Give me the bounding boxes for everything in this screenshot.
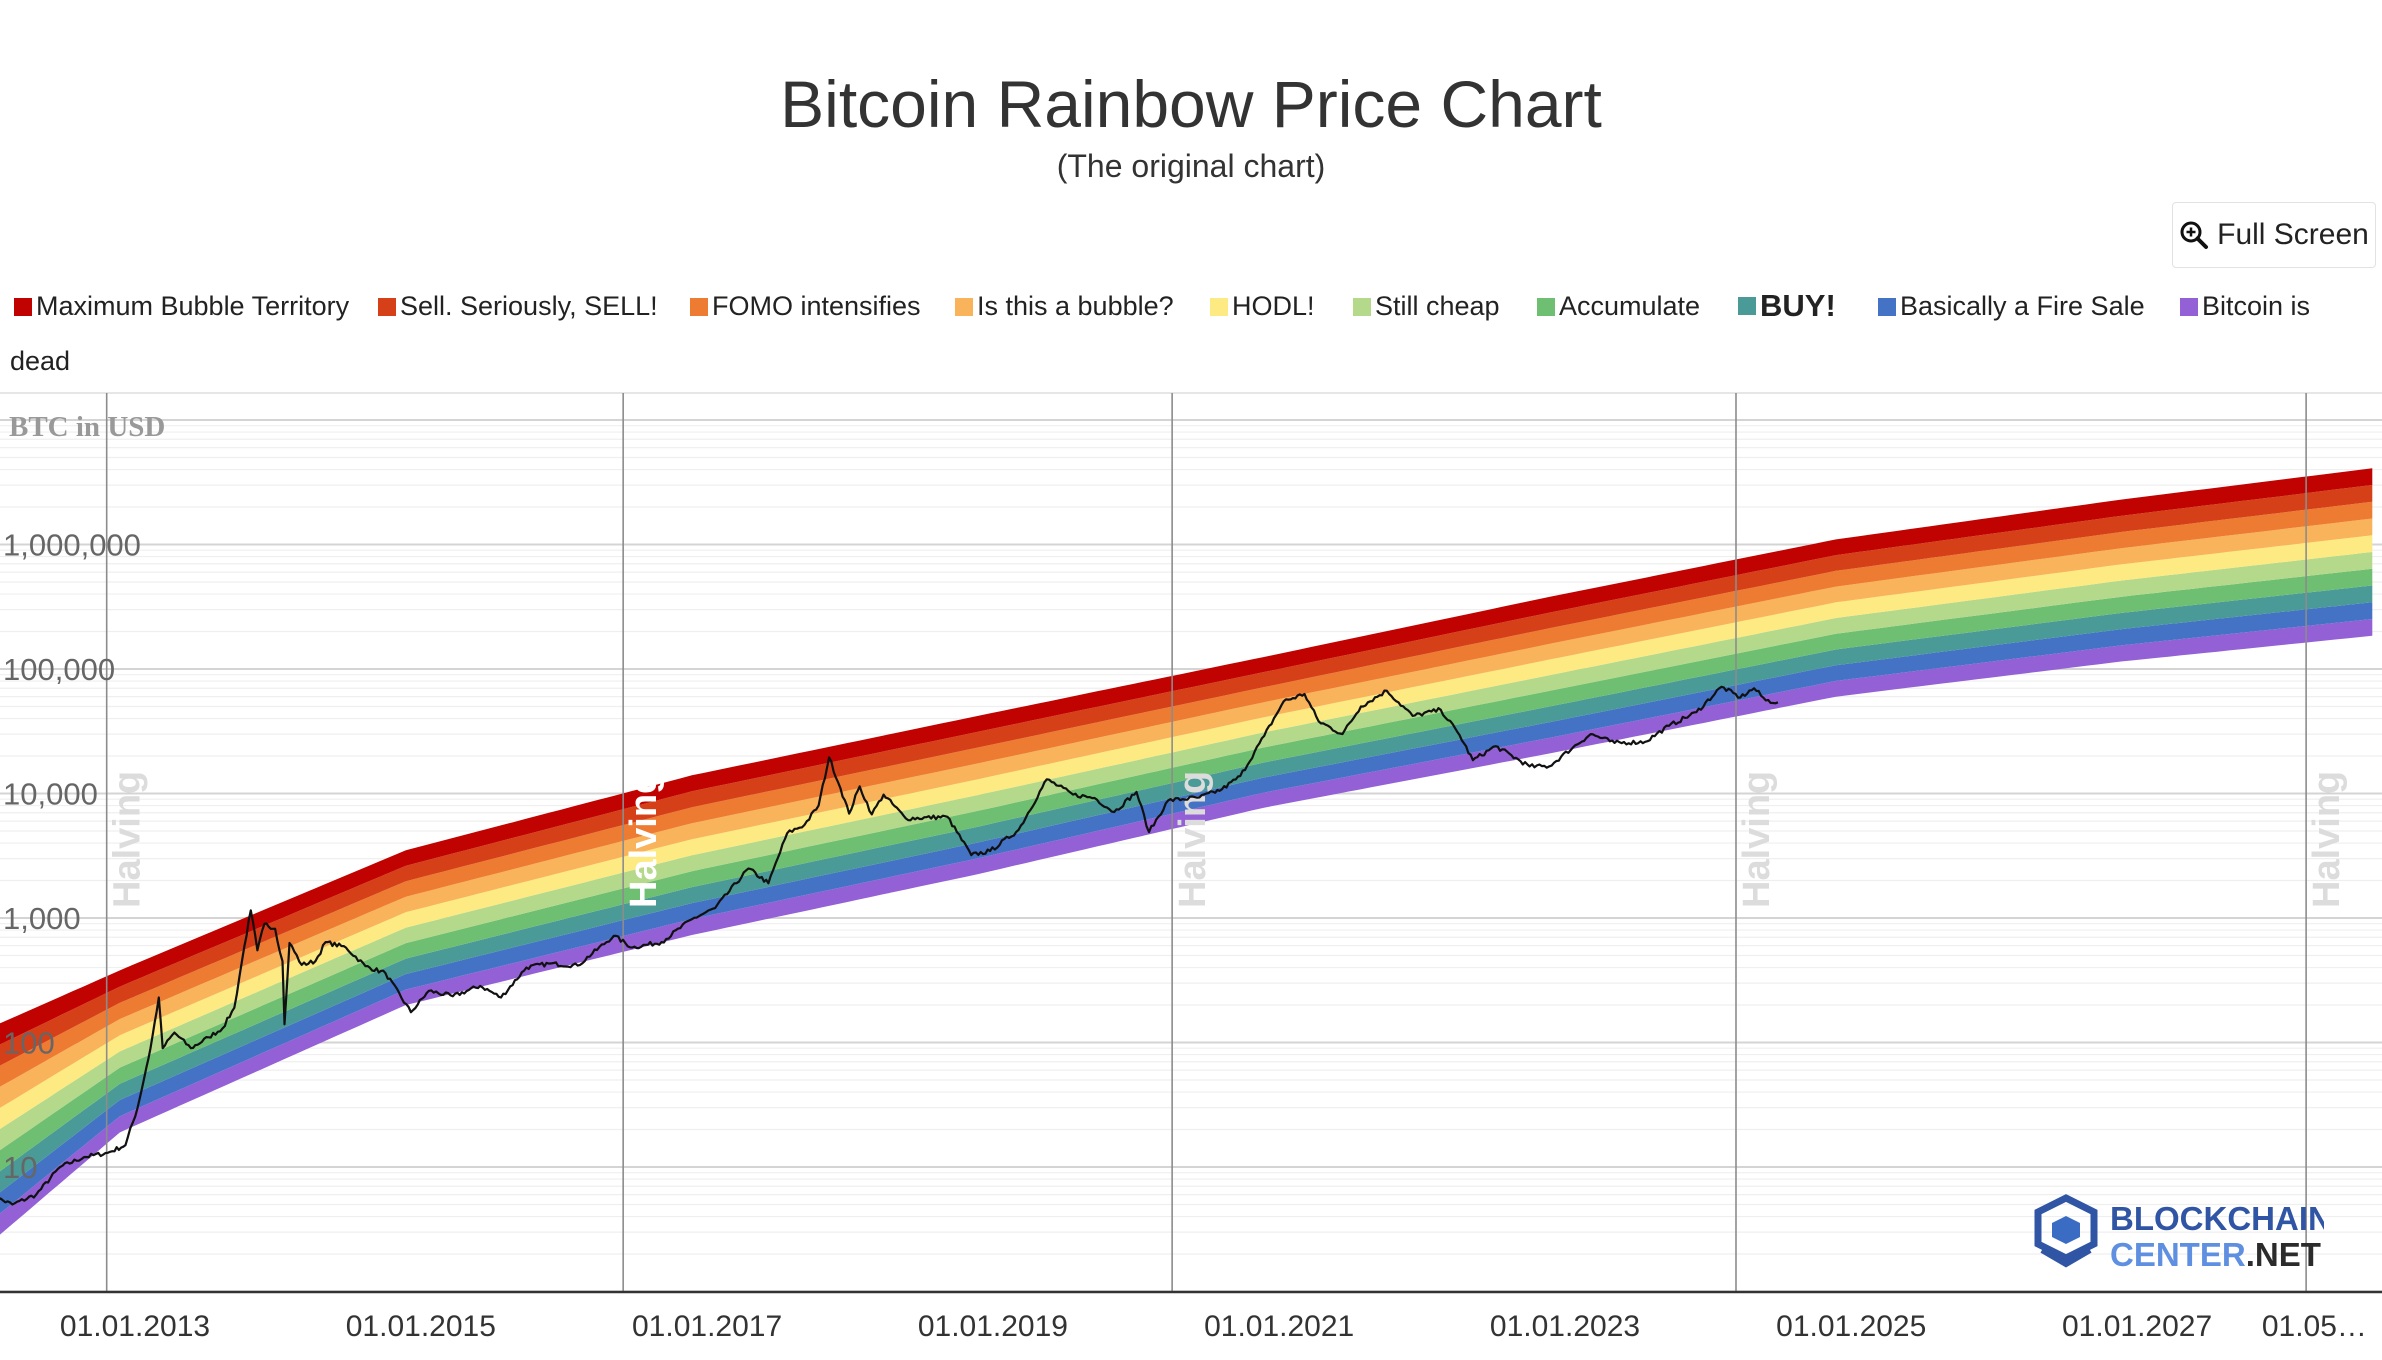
x-tick-label: 01.01.2021 <box>1204 1310 1354 1343</box>
legend-item-9[interactable]: Bitcoin is <box>2180 291 2310 322</box>
legend-label: Sell. Seriously, SELL! <box>400 291 658 321</box>
legend-item-7[interactable]: BUY! <box>1738 288 1836 324</box>
price-series <box>0 685 1779 1206</box>
legend-swatch <box>690 297 708 316</box>
logo-text-center: CENTER <box>2110 1236 2246 1273</box>
y-tick-label: 1,000,000 <box>3 528 141 563</box>
legend-swatch <box>1738 297 1756 315</box>
legend-item-8[interactable]: Basically a Fire Sale <box>1878 291 2145 322</box>
legend-swatch <box>1878 297 1896 316</box>
halving-label: Halving <box>1172 771 1214 908</box>
legend-item-3[interactable]: Is this a bubble? <box>955 291 1174 322</box>
chart-subtitle: (The original chart) <box>1056 148 1326 184</box>
x-tick-label: 01.01.2027 <box>2062 1310 2212 1343</box>
legend-label: BUY! <box>1760 288 1836 323</box>
logo-text-line1: BLOCKCHAIN <box>2110 1200 2324 1237</box>
legend-item-6[interactable]: Accumulate <box>1537 291 1700 322</box>
legend-label: Accumulate <box>1559 291 1701 321</box>
legend-swatch <box>1537 297 1555 316</box>
legend-item-2[interactable]: FOMO intensifies <box>690 291 921 322</box>
legend-swatch <box>1210 297 1228 316</box>
btc-price-line <box>0 685 1779 1206</box>
chart-title: Bitcoin Rainbow Price Chart <box>780 67 1602 141</box>
x-tick-label: 01.01.2023 <box>1490 1310 1640 1343</box>
legend-item-5[interactable]: Still cheap <box>1353 291 1500 322</box>
y-tick-label: 10,000 <box>3 777 98 812</box>
x-tick-label: 01.01.2013 <box>60 1310 210 1343</box>
y-axis: 1,000,000 100,000 10,000 1,000 100 10 <box>3 528 141 1186</box>
y-axis-label: BTC in USD <box>9 411 165 443</box>
legend-swatch <box>378 297 396 316</box>
legend-label: Maximum Bubble Territory <box>36 291 350 321</box>
legend-swatch <box>955 297 973 316</box>
y-tick-label: 100 <box>3 1026 55 1061</box>
y-tick-label: 100,000 <box>3 652 115 687</box>
x-tick-label: 01.01.2019 <box>918 1310 1068 1343</box>
legend-label: Bitcoin is <box>2202 291 2311 321</box>
legend-item-0[interactable]: Maximum Bubble Territory <box>14 291 349 322</box>
legend-item-1[interactable]: Sell. Seriously, SELL! <box>378 291 658 322</box>
legend-swatch <box>1353 297 1371 316</box>
y-tick-label: 1,000 <box>3 901 81 936</box>
y-tick-label: 10 <box>3 1150 37 1185</box>
legend-label: Still cheap <box>1375 291 1500 321</box>
zoom-in-icon <box>2180 221 2209 249</box>
full-screen-label: Full Screen <box>2217 218 2369 251</box>
legend-label: HODL! <box>1232 291 1315 321</box>
halving-label: Halving <box>623 771 665 908</box>
halving-label: Halving <box>107 771 149 908</box>
blockchaincenter-logo: BLOCKCHAIN CENTER.NET <box>2034 1194 2324 1273</box>
logo-text-line2: CENTER.NET <box>2110 1236 2321 1273</box>
legend-label: Basically a Fire Sale <box>1900 291 2145 321</box>
legend-label: FOMO intensifies <box>712 291 921 321</box>
x-tick-label: 01.01.2015 <box>346 1310 496 1343</box>
halving-label: Halving <box>2306 771 2348 908</box>
legend-label: Is this a bubble? <box>977 291 1174 321</box>
legend-item-4[interactable]: HODL! <box>1210 291 1315 322</box>
legend-swatch <box>2180 297 2198 316</box>
x-tick-label: 01.01.2017 <box>632 1310 782 1343</box>
halving-label: Halving <box>1736 771 1778 908</box>
cube-logo-icon <box>2034 1194 2098 1268</box>
legend-swatch <box>14 297 32 316</box>
x-axis: 01.01.2013 01.01.2015 01.01.2017 01.01.2019… <box>0 1290 2382 1343</box>
logo-text-net: .NET <box>2246 1236 2321 1273</box>
x-tick-label: 01.05… <box>2262 1310 2367 1343</box>
full-screen-button[interactable]: Full Screen <box>2172 202 2376 268</box>
legend-item-label-continued: dead <box>10 346 71 376</box>
x-tick-label: 01.01.2025 <box>1776 1310 1926 1343</box>
